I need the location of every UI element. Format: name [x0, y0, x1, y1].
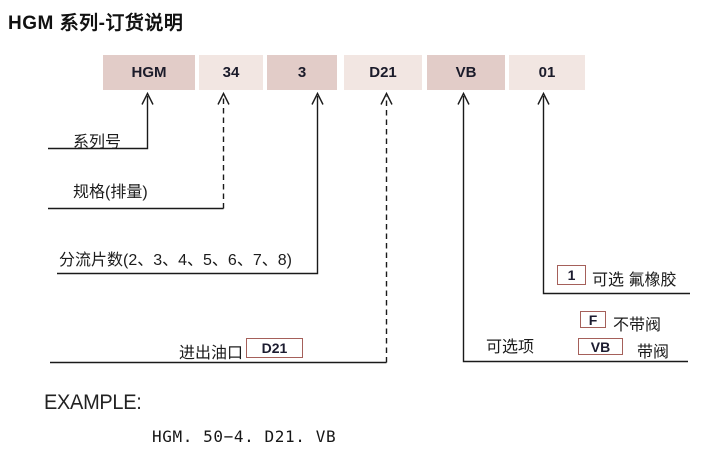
example-heading: EXAMPLE:	[44, 391, 142, 414]
option-f-chip: F	[580, 311, 606, 328]
code-box-seal: 01	[509, 55, 585, 90]
option-vb-label: 带阀	[637, 344, 670, 361]
callout-sections-label: 分流片数(2、3、4、5、6、7、8)	[59, 252, 292, 269]
option-f-label: 不带阀	[613, 317, 662, 334]
port-code-text: D21	[261, 340, 288, 356]
callout-spec-label: 规格(排量)	[73, 184, 148, 201]
code-box-series-label: HGM	[131, 64, 167, 81]
example-line: HGM. 50−4. D21. VB	[152, 426, 337, 446]
example-lines: HGM. 50−4. D21. VB HGM. 75−3. D21 HGM. 1…	[152, 388, 346, 473]
option-f-code: F	[588, 311, 598, 328]
code-box-displacement-label: 34	[222, 64, 240, 81]
callout-port-label: 进出油口	[179, 345, 244, 362]
code-box-port-label: D21	[369, 64, 397, 81]
code-box-sections-label: 3	[297, 64, 307, 81]
callout-series-label: 系列号	[73, 134, 122, 151]
port-code-chip: D21	[246, 338, 303, 358]
option-vb-code: VB	[590, 338, 611, 355]
code-box-port: D21	[344, 55, 422, 90]
option-vb-chip: VB	[578, 338, 623, 355]
arrow-seal	[537, 91, 690, 295]
code-box-valve-label: VB	[455, 64, 477, 81]
code-box-valve: VB	[427, 55, 505, 90]
seal-label: 可选 氟橡胶	[592, 272, 677, 289]
code-box-displacement: 34	[199, 55, 263, 90]
callout-options-label: 可选项	[486, 339, 535, 356]
code-box-seal-label: 01	[538, 64, 556, 81]
code-box-series: HGM	[103, 55, 195, 90]
seal-code-chip: 1	[557, 265, 586, 285]
page-title: HGM 系列-订货说明	[8, 13, 184, 34]
code-box-sections: 3	[267, 55, 337, 90]
seal-code-text: 1	[567, 267, 576, 283]
